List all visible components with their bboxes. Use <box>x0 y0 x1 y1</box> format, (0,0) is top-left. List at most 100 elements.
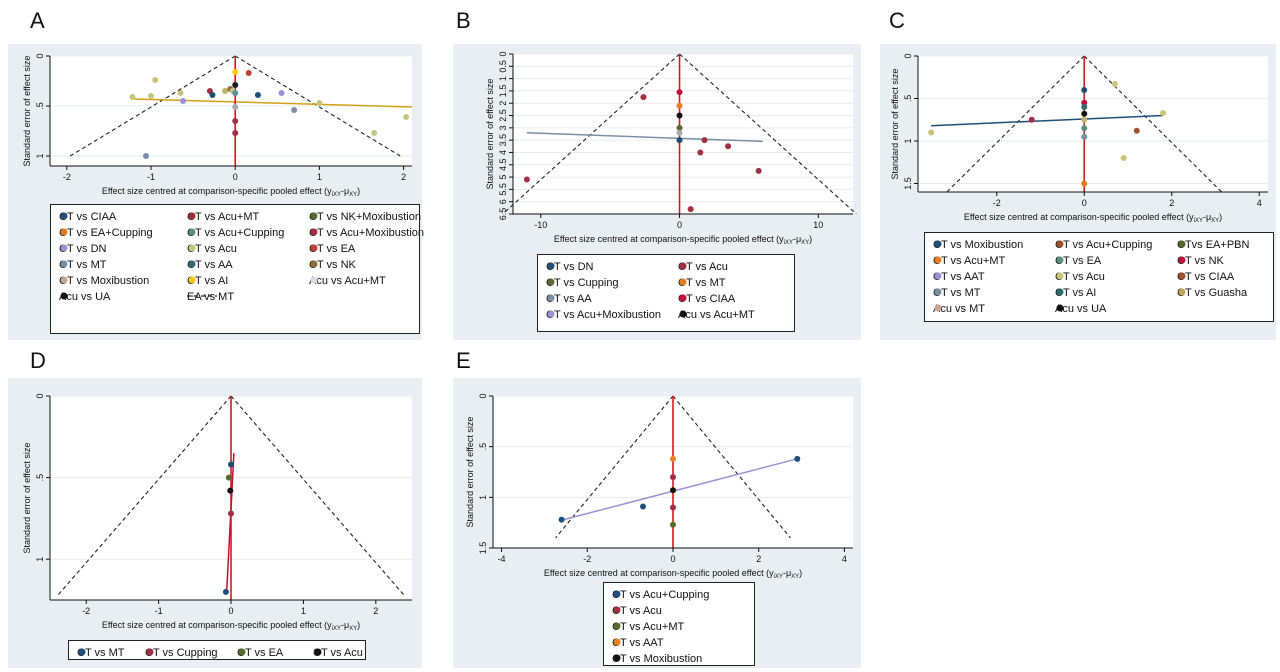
legend-label: CT vs Moxibustion <box>933 239 1024 251</box>
data-point <box>670 504 676 511</box>
legend-label: CT vs NK+Moxibustion <box>309 211 421 223</box>
legend-dot-swatch <box>188 260 196 268</box>
panel-label-e: E <box>456 348 471 373</box>
legend-label: CT vs Cupping <box>546 277 619 289</box>
regression-line <box>931 114 1164 127</box>
legend-dot-swatch <box>1056 288 1064 296</box>
funnel-right-line <box>672 395 791 539</box>
legend-dot-swatch <box>60 260 68 268</box>
legend-dot-swatch <box>60 212 68 220</box>
legend-item: CT vs AAT <box>612 637 664 649</box>
legend-item: CT vs CIAA <box>678 293 735 305</box>
funnel-left-line <box>57 395 232 596</box>
panel-label-a: A <box>30 8 45 33</box>
legend-item: CT vs AA <box>187 259 233 271</box>
y-tick-label: 2.5 <box>498 109 508 122</box>
legend-item: CT vs Cupping <box>546 277 619 289</box>
x-tick-label: 0 <box>1082 198 1087 208</box>
legend-dot-swatch <box>547 294 555 302</box>
legend-label: CT vs AA <box>546 293 592 305</box>
legend-label: CT vs EA+Cupping <box>59 227 153 239</box>
y-tick-label: 1 <box>478 495 488 500</box>
funnel-plot-a: -2 -1 0 1 2 0.5 1 Standard error of effect size… <box>8 44 424 340</box>
x-tick-label: 2 <box>373 606 378 616</box>
panel-label-b: B <box>456 8 471 33</box>
legend-label: CT vs MT <box>77 647 125 659</box>
data-point <box>676 129 683 136</box>
y-tick-label: 1.5 <box>903 177 913 190</box>
y-tick-label: 1 <box>35 153 45 158</box>
x-tick-label: 0 <box>228 606 233 616</box>
data-point <box>371 130 378 136</box>
y-tick-label: 1 <box>498 76 508 81</box>
legend-item: CT vs MT <box>59 259 106 271</box>
y-tick-label: 6.5 <box>498 208 508 221</box>
legend-label: CT vs AA <box>187 259 233 271</box>
legend-item: CTvs EA+PBN <box>1177 239 1249 251</box>
data-point <box>245 70 252 76</box>
legend-item: CT vs MT <box>933 287 980 299</box>
y-axis-title: Standard error of effect size <box>22 443 32 554</box>
data-point <box>278 90 285 96</box>
legend-label: CT vs EA <box>237 647 284 659</box>
legend-item: CT vs Acu <box>1055 271 1105 283</box>
x-tick-label: 1 <box>317 172 322 182</box>
legend-item: CT vs Acu+Moxibustion <box>546 309 661 321</box>
y-tick-label: 0 <box>478 393 488 398</box>
legend-item: CT vs MT <box>678 277 725 289</box>
x-axis-title: Effect size centred at comparison-specif… <box>554 234 812 246</box>
x-tick-label: 2 <box>401 172 406 182</box>
data-point <box>676 124 683 131</box>
legend-item: CT vs Acu <box>678 261 728 273</box>
x-tick-label: -2 <box>583 554 591 564</box>
y-tick-label: 5.5 <box>498 183 508 196</box>
legend-item: CT vs Moxibustion <box>59 275 149 287</box>
data-point <box>232 82 239 88</box>
legend-label: CT vs Moxibustion <box>612 653 703 665</box>
legend-dot-swatch <box>310 276 318 284</box>
x-tick-label: 0 <box>233 172 238 182</box>
legend-label: CT vs AAT <box>612 637 664 649</box>
x-tick-label: -2 <box>63 172 71 182</box>
data-point <box>209 92 216 98</box>
legend-dot-swatch <box>1178 272 1186 280</box>
funnel-right-line <box>679 53 857 215</box>
y-tick-label: 5 <box>498 175 508 180</box>
legend-label: CT vs Guasha <box>1177 287 1248 299</box>
data-point <box>129 94 136 100</box>
x-tick-label: -1 <box>155 606 163 616</box>
legend-item: Acu vs Acu+MT <box>678 309 755 321</box>
data-point <box>676 89 683 96</box>
data-point <box>1081 133 1088 140</box>
data-point <box>228 461 234 468</box>
legend-label: CT vs CIAA <box>1177 271 1235 283</box>
legend-dot-swatch <box>1056 304 1064 312</box>
legend-label: CT vs Acu <box>313 647 363 659</box>
legend-item: CT vs EA+Cupping <box>59 227 153 239</box>
data-point <box>1081 180 1088 187</box>
legend-dot-swatch <box>547 262 555 270</box>
legend-dot-swatch <box>934 288 942 296</box>
data-point <box>232 69 239 75</box>
data-point <box>794 455 801 462</box>
legend-label: CT vs AAT <box>933 271 985 283</box>
x-tick-label: 0 <box>677 220 682 230</box>
legend-item: CT vs Acu <box>187 243 237 255</box>
legend-item: CT vs DN <box>59 243 106 255</box>
legend-item: CT vs NK+Moxibustion <box>309 211 421 223</box>
data-point <box>148 93 155 99</box>
funnel-right-line <box>230 395 405 596</box>
y-tick-label: 0 <box>35 393 45 398</box>
legend-dot-swatch <box>613 622 621 630</box>
data-point <box>670 474 676 481</box>
legend-dot-swatch <box>188 212 196 220</box>
legend-label: Acu vs UA <box>59 291 111 303</box>
legend-line-swatch <box>187 295 217 297</box>
legend-item: CT vs Acu <box>313 647 363 659</box>
y-axis-title: Standard error of effect size <box>890 69 900 180</box>
legend-label: CT vs Moxibustion <box>59 275 150 287</box>
legend-dot-swatch <box>1056 240 1064 248</box>
funnel-plot-d: -2 -1 0 1 2 0.5 1 Standard error of effect size… <box>8 378 422 668</box>
legend-label: CT vs Acu <box>678 261 728 273</box>
legend-label: CT vs Acu+MT <box>187 211 260 223</box>
